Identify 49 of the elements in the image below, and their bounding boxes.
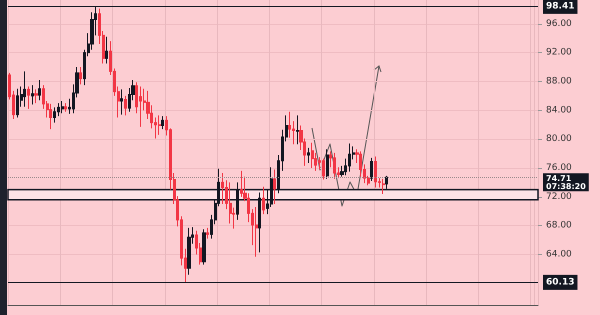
candlestick [255, 206, 258, 258]
candlestick [322, 158, 325, 180]
candlestick [105, 36, 108, 64]
candlestick [240, 170, 243, 198]
candlestick [326, 148, 329, 180]
ref-line-label: 74.71 [546, 174, 572, 183]
candlestick [333, 152, 336, 180]
candlestick [53, 106, 56, 124]
candlestick [23, 70, 26, 108]
candlestick [221, 172, 224, 205]
candlestick [49, 103, 52, 130]
candlestick [370, 157, 373, 182]
ref-line-label: 98.41 [546, 1, 574, 12]
candlestick [64, 102, 67, 112]
ref-line-label: 60.13 [546, 277, 574, 288]
candlestick [273, 168, 276, 205]
candlestick [34, 88, 38, 104]
candlestick [307, 147, 310, 164]
y-tick-label: 80.00 [546, 134, 572, 144]
y-tick-label: 72.00 [546, 192, 572, 202]
candlestick [158, 114, 161, 136]
candlestick [120, 88, 123, 116]
candlestick [38, 80, 41, 101]
candlestick [311, 142, 314, 168]
candlestick [262, 186, 265, 215]
candlestick [161, 116, 164, 130]
candlestick [31, 84, 34, 106]
candlestick [187, 227, 191, 276]
candlestick [139, 86, 142, 128]
y-tick-label: 64.00 [546, 250, 572, 260]
candlestick [229, 182, 232, 224]
y-tick-label: 92.00 [546, 48, 572, 58]
candlestick [61, 100, 64, 114]
y-tick-label: 68.00 [546, 220, 572, 231]
candlestick [296, 114, 299, 145]
candlestick [79, 66, 82, 85]
y-tick-label: 88.00 [546, 76, 572, 86]
candlestick [27, 86, 30, 110]
y-tick-label: 76.00 [546, 163, 572, 173]
candlestick [202, 228, 206, 266]
candlestick [382, 178, 385, 194]
candlestick [206, 227, 209, 240]
candlestick [348, 142, 351, 172]
candlestick [374, 156, 377, 188]
candlestick [16, 88, 19, 118]
candlestick [124, 95, 127, 116]
y-tick-label: 96.00 [546, 18, 572, 29]
y-tick-label: 84.00 [546, 105, 572, 116]
text: 07:38:20 [546, 182, 586, 191]
